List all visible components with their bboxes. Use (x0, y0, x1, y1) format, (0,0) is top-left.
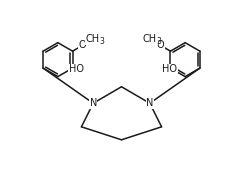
Text: 3: 3 (100, 37, 104, 46)
Text: O: O (156, 40, 164, 50)
Text: N: N (146, 98, 154, 108)
Text: CH: CH (143, 34, 157, 44)
Text: CH: CH (86, 34, 100, 44)
Text: HO: HO (69, 64, 84, 74)
Text: N: N (89, 98, 97, 108)
Text: O: O (79, 40, 87, 50)
Text: HO: HO (162, 64, 177, 74)
Text: 3: 3 (157, 37, 162, 46)
